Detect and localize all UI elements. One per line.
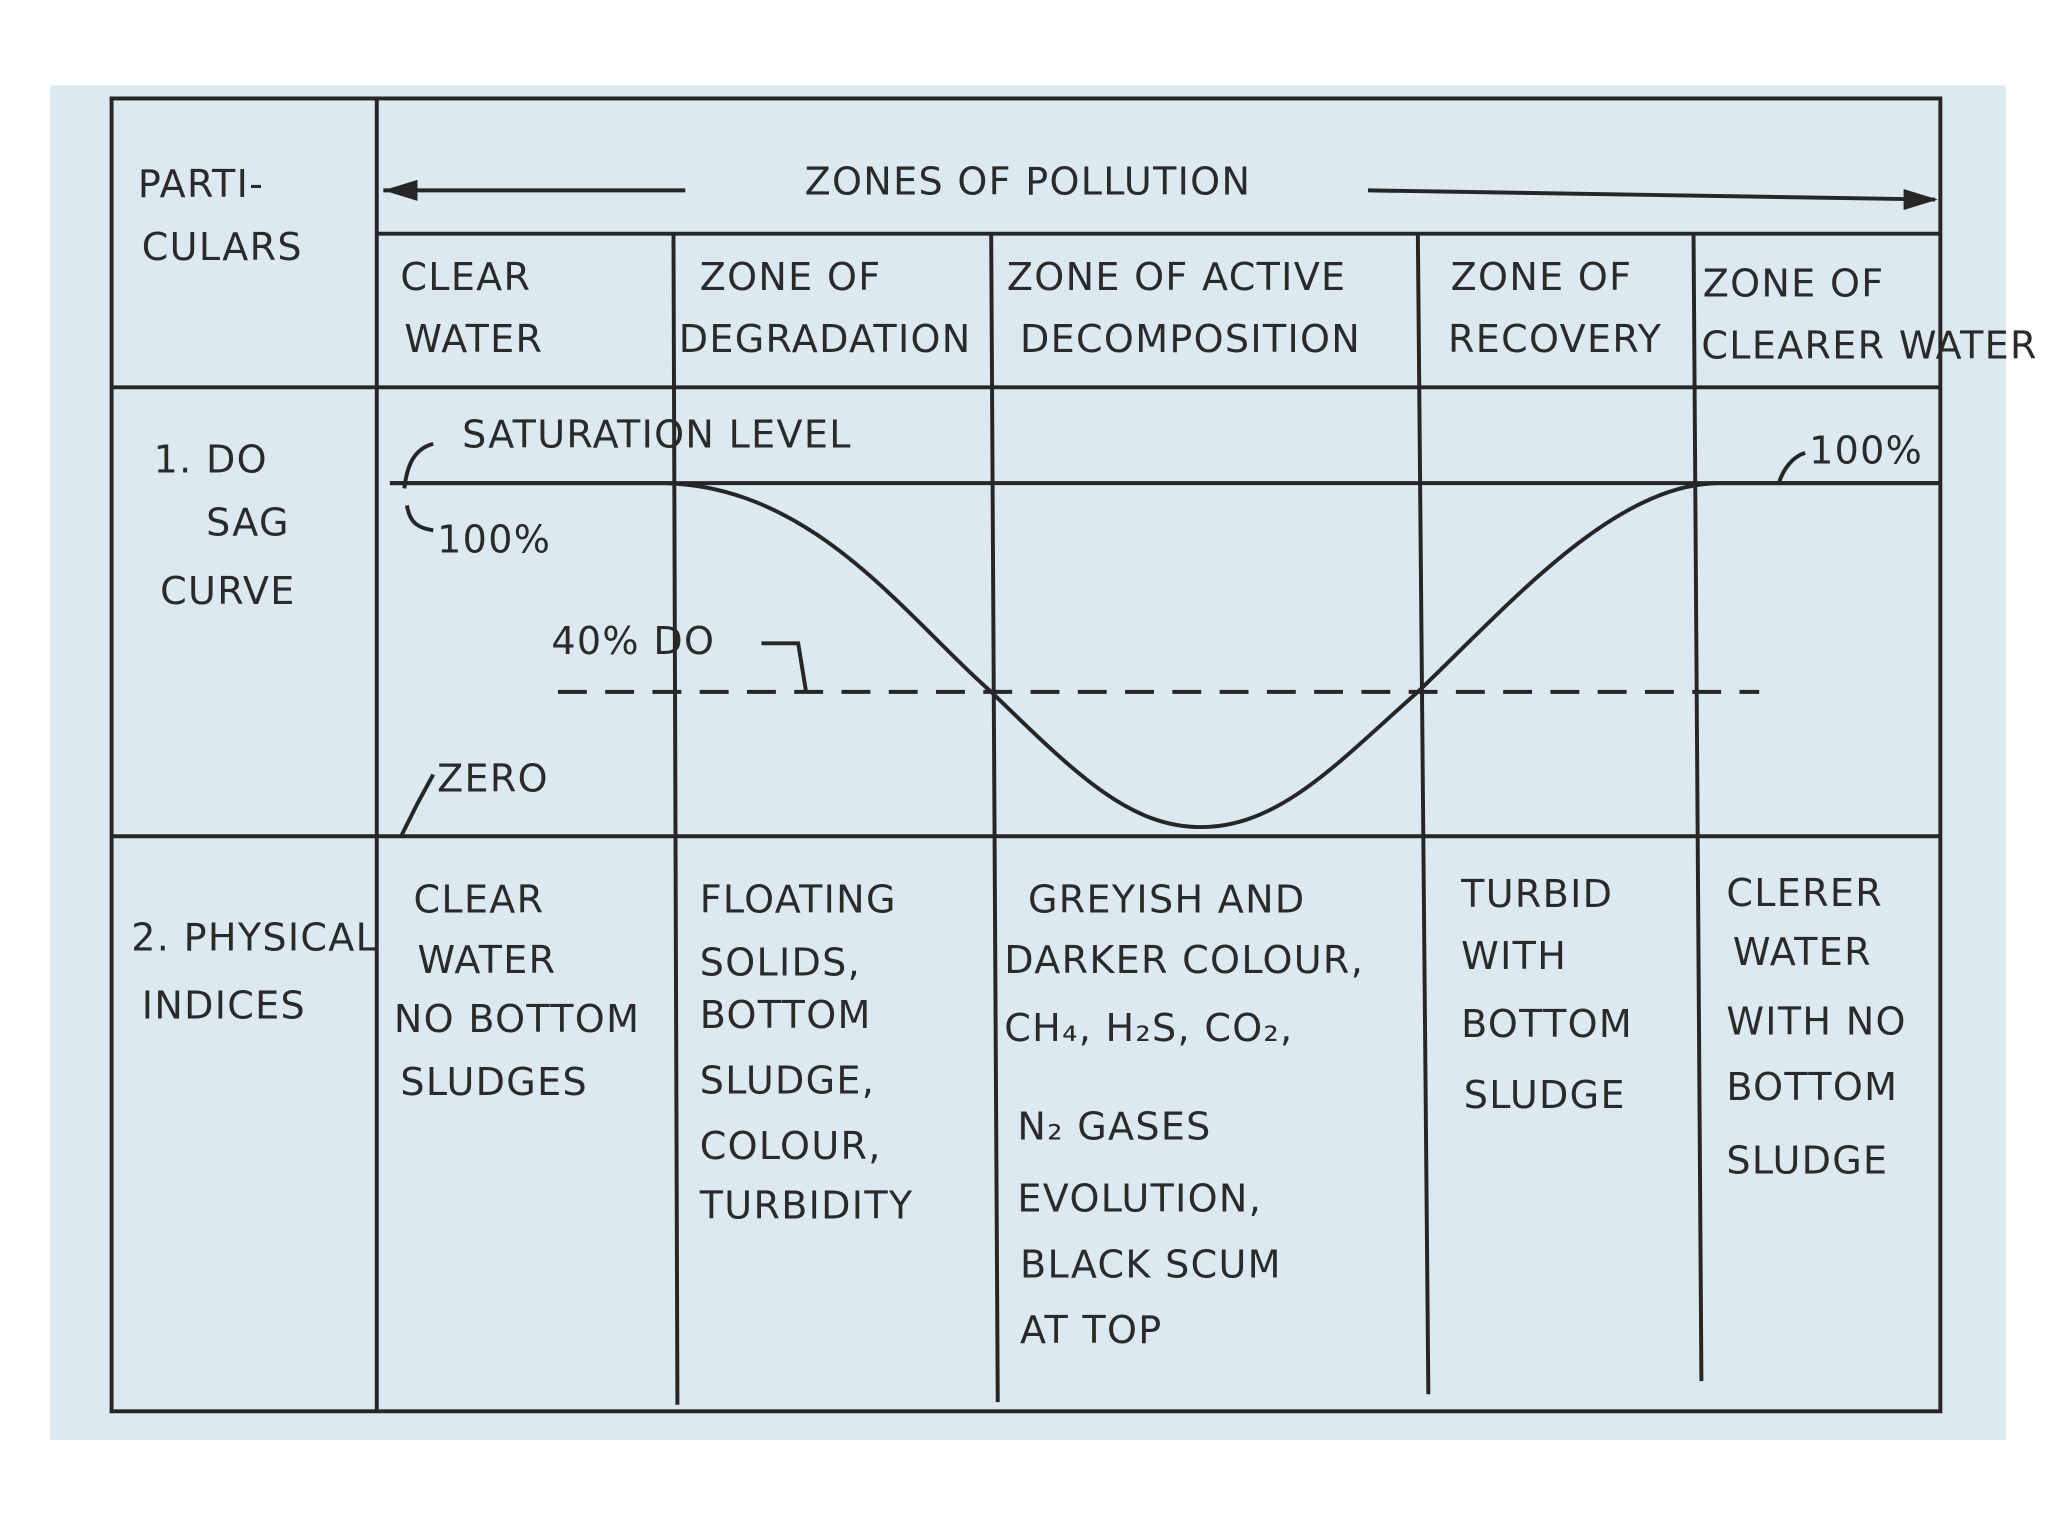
physical-index: TURBID	[1460, 872, 1613, 916]
row-label: SAG	[206, 501, 290, 545]
zone-header: DEGRADATION	[679, 317, 972, 361]
physical-index: SLUDGE,	[700, 1059, 875, 1103]
physical-index: GREYISH AND	[1028, 877, 1306, 921]
zone-header: ZONE OF ACTIVE	[1007, 255, 1347, 299]
zero-label: ZERO	[437, 757, 549, 801]
end-label: 100%	[1809, 428, 1923, 472]
saturation-label: SATURATION LEVEL	[462, 413, 852, 457]
leader	[402, 441, 434, 533]
zone-header: DECOMPOSITION	[1020, 317, 1361, 361]
critical-label: 40% DO	[551, 619, 715, 663]
column-rule	[989, 233, 1000, 1403]
column-rule	[671, 233, 680, 1405]
leader	[761, 641, 809, 693]
arrow-right	[1367, 188, 1936, 202]
leader	[1776, 451, 1806, 484]
row-label: CURVE	[160, 569, 295, 613]
start-label: 100%	[437, 518, 551, 562]
arrow-head	[1903, 189, 1938, 211]
physical-index: EVOLUTION,	[1017, 1177, 1262, 1221]
particulars-label: CULARS	[142, 225, 303, 269]
physical-index: CLEAR	[414, 877, 545, 921]
zone-header: ZONE OF	[1703, 262, 1885, 306]
zone-header: RECOVERY	[1448, 317, 1662, 361]
physical-index: WATER	[1733, 930, 1872, 974]
physical-index: BOTTOM	[1726, 1065, 1898, 1109]
physical-index: BLACK SCUM	[1020, 1242, 1282, 1286]
physical-index: TURBIDITY	[699, 1183, 914, 1227]
do-sag-curve	[389, 481, 1941, 830]
zone-header: CLEARER WATER	[1701, 323, 2037, 367]
particulars-label: PARTI-	[138, 162, 264, 206]
physical-index: AT TOP	[1020, 1308, 1162, 1352]
physical-index: CLERER	[1726, 871, 1883, 915]
physical-index: SLUDGE	[1464, 1073, 1626, 1117]
physical-index: WITH NO	[1726, 1000, 1906, 1044]
zone-header: ZONE OF	[1451, 255, 1633, 299]
physical-index: WITH	[1461, 934, 1567, 978]
physical-index: N₂ GASES	[1017, 1105, 1211, 1149]
row-label: INDICES	[142, 984, 306, 1028]
column-rule	[1415, 233, 1431, 1395]
physical-index: SLUDGES	[400, 1060, 588, 1104]
row-label: 1. DO	[154, 438, 268, 482]
physical-index: SLUDGE	[1726, 1139, 1888, 1183]
zone-header: CLEAR	[400, 255, 531, 299]
physical-index: BOTTOM	[700, 993, 872, 1037]
physical-index: WATER	[417, 938, 556, 982]
physical-index: CH₄, H₂S, CO₂,	[1004, 1006, 1293, 1050]
physical-index: SOLIDS,	[700, 940, 861, 984]
column-rule	[1691, 233, 1704, 1382]
physical-index: DARKER COLOUR,	[1004, 938, 1364, 982]
table-border	[109, 96, 1943, 1414]
leader	[399, 773, 435, 836]
physical-index: FLOATING	[700, 877, 897, 921]
physical-index: COLOUR,	[700, 1124, 882, 1168]
zone-header: WATER	[404, 317, 543, 361]
physical-index: BOTTOM	[1461, 1002, 1633, 1046]
zone-header: ZONE OF	[700, 255, 882, 299]
row-label: 2. PHYSICAL	[131, 915, 378, 959]
arrow-head	[383, 179, 418, 201]
zones-title: ZONES OF POLLUTION	[805, 159, 1252, 203]
labels: PARTI- CULARS ZONES OF POLLUTION CLEAR WATER…	[131, 159, 2037, 1352]
physical-index: NO BOTTOM	[394, 997, 640, 1041]
